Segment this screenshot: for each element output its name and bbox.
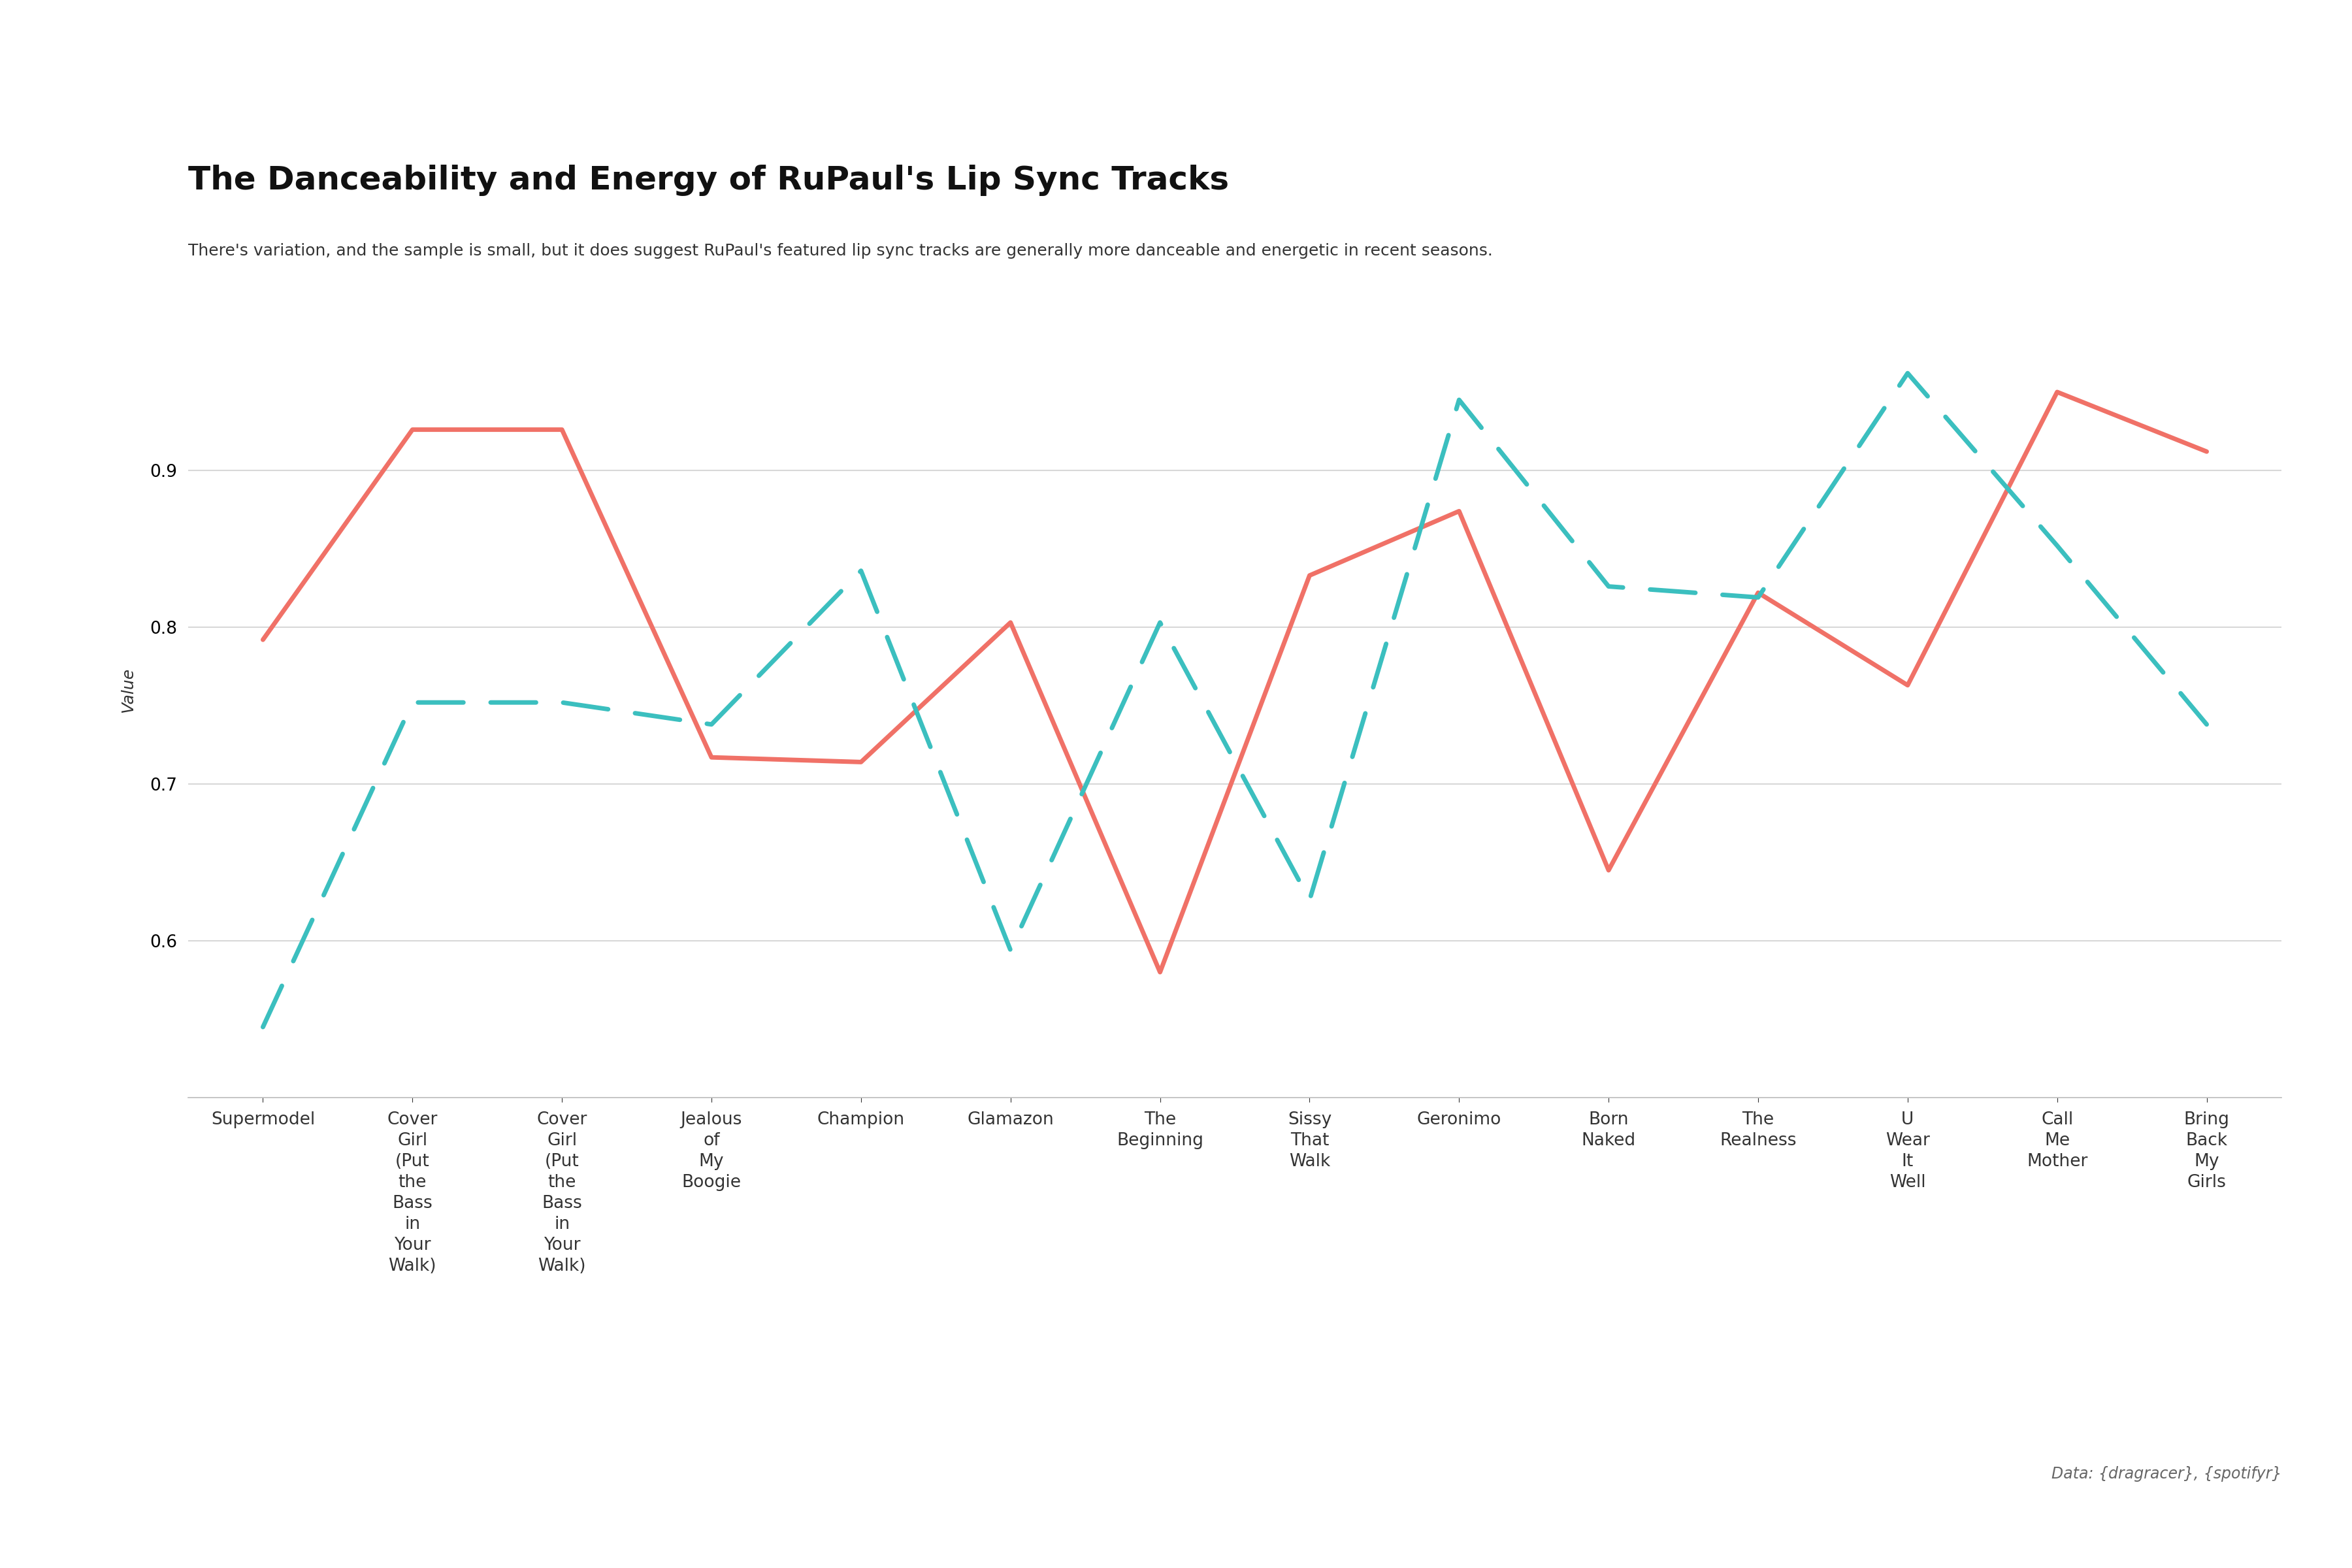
Text: The Danceability and Energy of RuPaul's Lip Sync Tracks: The Danceability and Energy of RuPaul's … — [188, 165, 1230, 196]
Text: There's variation, and the sample is small, but it does suggest RuPaul's feature: There's variation, and the sample is sma… — [188, 243, 1494, 259]
Text: Data: {dragracer}, {spotifyr}: Data: {dragracer}, {spotifyr} — [2051, 1466, 2281, 1482]
Y-axis label: Value: Value — [120, 668, 136, 712]
